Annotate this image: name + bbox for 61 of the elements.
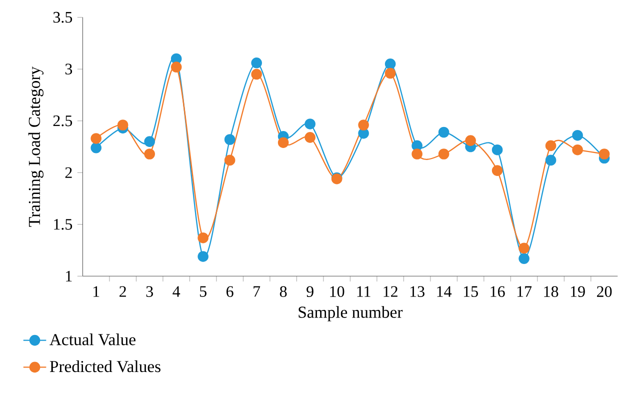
x-tick-label: 5 xyxy=(200,286,206,297)
point xyxy=(545,140,556,152)
point xyxy=(224,134,236,145)
point xyxy=(144,136,155,147)
x-tick-label: 16 xyxy=(490,286,505,297)
point xyxy=(518,242,530,254)
point xyxy=(438,148,450,160)
x-tick-label: 2 xyxy=(120,286,126,297)
x-tick-label: 13 xyxy=(410,286,424,297)
x-tick-label: 14 xyxy=(437,286,452,297)
point xyxy=(518,253,530,264)
point xyxy=(384,58,396,70)
x-tick-label: 9 xyxy=(306,286,314,297)
x-tick-label: 3 xyxy=(146,286,153,297)
x-tick-label: 7 xyxy=(254,286,260,297)
y-tick-label: 2.5 xyxy=(53,115,72,126)
x-tick-label: 20 xyxy=(597,286,612,297)
point xyxy=(90,132,102,144)
y-axis-title: Training Load Category xyxy=(28,66,44,227)
point xyxy=(90,142,102,154)
point xyxy=(358,119,369,130)
point xyxy=(438,126,450,138)
point xyxy=(598,148,610,160)
x-tick-label: 1 xyxy=(93,286,100,297)
point xyxy=(198,232,208,244)
x-tick-label: 17 xyxy=(517,286,532,297)
y-tick-label: 3.5 xyxy=(53,12,72,23)
point xyxy=(492,144,503,156)
point xyxy=(572,144,583,156)
x-tick-label: 6 xyxy=(226,286,234,297)
point xyxy=(170,62,182,72)
x-tick-label: 11 xyxy=(357,286,370,297)
x-tick-label: 4 xyxy=(172,286,180,297)
point xyxy=(117,119,128,130)
x-tick-label: 12 xyxy=(384,286,398,297)
point xyxy=(304,118,316,130)
x-tick-label: 19 xyxy=(570,286,585,297)
point xyxy=(224,154,236,166)
point xyxy=(384,68,396,79)
x-tick-label: 8 xyxy=(280,286,287,297)
y-tick-label: 1.5 xyxy=(54,218,72,230)
x-tick-label: 15 xyxy=(464,286,478,297)
legend-label: Actual Value xyxy=(50,333,136,346)
point xyxy=(412,148,422,160)
y-tick-label: 3 xyxy=(65,64,72,74)
y-tick-label: 2 xyxy=(65,167,72,178)
point xyxy=(278,137,289,148)
point xyxy=(492,165,503,176)
point xyxy=(545,154,556,166)
y-tick-label: 1 xyxy=(66,270,72,282)
legend-label: Predicted Values xyxy=(50,360,160,372)
x-axis-title: Sample number xyxy=(298,306,403,322)
point xyxy=(198,250,208,262)
point xyxy=(304,132,316,143)
x-tick-label: 18 xyxy=(544,286,558,297)
point xyxy=(144,148,155,160)
point xyxy=(251,68,262,80)
point xyxy=(572,130,583,141)
point xyxy=(465,135,476,146)
point xyxy=(251,57,262,68)
x-tick-label: 10 xyxy=(330,286,344,297)
